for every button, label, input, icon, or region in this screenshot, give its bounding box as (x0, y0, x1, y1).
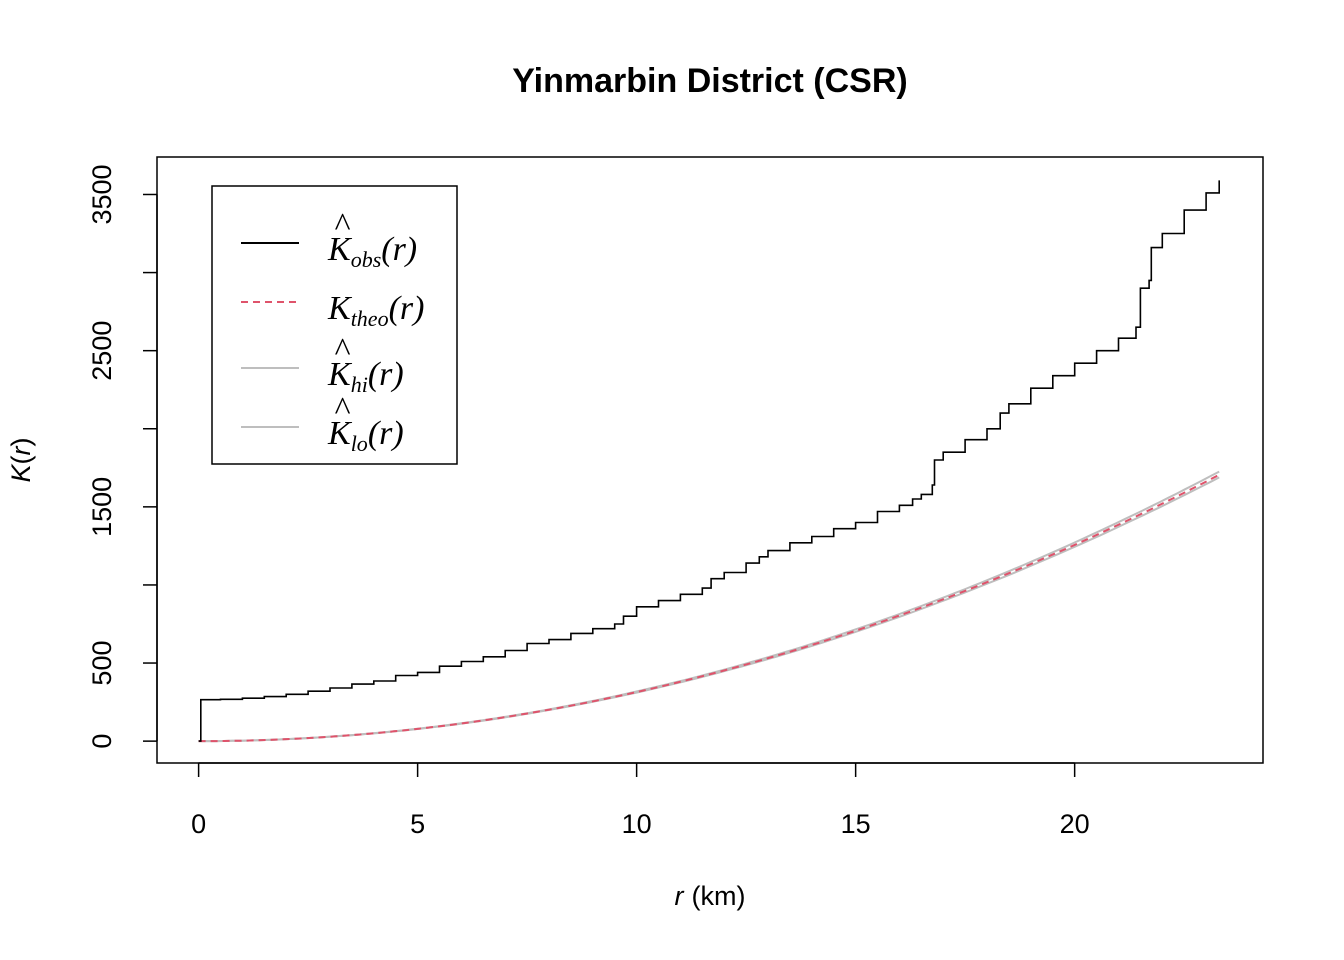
y-axis-label: K(r) (6, 437, 36, 482)
y-tick-label: 1500 (87, 477, 117, 537)
y-axis-label-open: ( (6, 455, 36, 464)
series-line-obs (198, 180, 1220, 742)
legend-label: Kobs(r) (327, 231, 417, 272)
series-line-lo (198, 476, 1220, 743)
y-axis-label-var: K (6, 464, 36, 483)
y-axis-label-arg: r (6, 445, 36, 455)
x-tick-label: 5 (410, 809, 425, 839)
legend-entry-obs: ^Kobs(r) (241, 207, 417, 272)
legend-hat: ^ (334, 391, 351, 428)
x-tick-label: 10 (622, 809, 652, 839)
chart-title: Yinmarbin District (CSR) (512, 62, 907, 100)
series-line-theo (198, 473, 1220, 743)
legend-box (211, 185, 458, 465)
legend-label: Klo(r) (327, 415, 404, 456)
y-tick-label: 500 (87, 641, 117, 686)
x-axis-label-unit: (km) (692, 881, 746, 911)
x-axis: 0 5 10 15 20 (191, 762, 1090, 839)
y-axis-label-close-paren: ) (6, 437, 36, 446)
legend: ^Kobs(r)Ktheo(r)^Khi(r)^Klo(r) (211, 185, 458, 465)
legend-hat: ^ (334, 207, 351, 244)
legend-entry-hi: ^Khi(r) (241, 332, 404, 397)
series-line-hi (198, 470, 1220, 743)
y-tick-label: 0 (87, 734, 117, 749)
legend-entry-theo: Ktheo(r) (241, 290, 424, 331)
y-tick-label: 2500 (87, 321, 117, 381)
x-axis-label-var: r (675, 881, 685, 911)
legend-hat: ^ (334, 332, 351, 369)
legend-entry-lo: ^Klo(r) (241, 391, 404, 456)
x-tick-label: 15 (841, 809, 871, 839)
legend-label: Khi(r) (327, 356, 404, 397)
legend-label: Ktheo(r) (327, 290, 424, 331)
x-tick-label: 0 (191, 809, 206, 839)
plot-curves (198, 180, 1220, 743)
x-axis-label: r (km) (675, 881, 746, 911)
x-tick-label: 20 (1060, 809, 1090, 839)
y-tick-label: 3500 (87, 164, 117, 224)
y-axis: 0 500 1500 2500 3500 (87, 164, 158, 749)
